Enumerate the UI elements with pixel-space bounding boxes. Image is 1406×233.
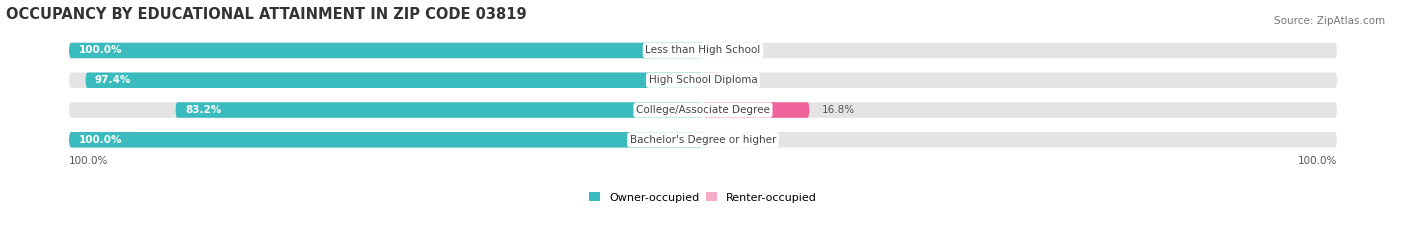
Text: 100.0%: 100.0% xyxy=(79,135,122,145)
FancyBboxPatch shape xyxy=(69,43,703,58)
FancyBboxPatch shape xyxy=(69,102,1337,118)
Text: 2.6%: 2.6% xyxy=(733,75,759,85)
FancyBboxPatch shape xyxy=(703,102,810,118)
Text: Source: ZipAtlas.com: Source: ZipAtlas.com xyxy=(1274,16,1385,26)
Text: OCCUPANCY BY EDUCATIONAL ATTAINMENT IN ZIP CODE 03819: OCCUPANCY BY EDUCATIONAL ATTAINMENT IN Z… xyxy=(6,7,526,22)
Text: 100.0%: 100.0% xyxy=(1298,156,1337,166)
Text: 0.0%: 0.0% xyxy=(716,135,742,145)
Text: Bachelor's Degree or higher: Bachelor's Degree or higher xyxy=(630,135,776,145)
FancyBboxPatch shape xyxy=(176,102,703,118)
Text: 83.2%: 83.2% xyxy=(186,105,221,115)
FancyBboxPatch shape xyxy=(69,72,1337,88)
FancyBboxPatch shape xyxy=(69,132,1337,147)
Text: 16.8%: 16.8% xyxy=(823,105,855,115)
FancyBboxPatch shape xyxy=(703,72,720,88)
Text: 100.0%: 100.0% xyxy=(69,156,108,166)
Text: 100.0%: 100.0% xyxy=(79,45,122,55)
Text: Less than High School: Less than High School xyxy=(645,45,761,55)
Legend: Owner-occupied, Renter-occupied: Owner-occupied, Renter-occupied xyxy=(585,188,821,207)
FancyBboxPatch shape xyxy=(69,43,1337,58)
Text: 0.0%: 0.0% xyxy=(716,45,742,55)
Text: 97.4%: 97.4% xyxy=(96,75,131,85)
FancyBboxPatch shape xyxy=(86,72,703,88)
Text: High School Diploma: High School Diploma xyxy=(648,75,758,85)
Text: College/Associate Degree: College/Associate Degree xyxy=(636,105,770,115)
FancyBboxPatch shape xyxy=(69,132,703,147)
